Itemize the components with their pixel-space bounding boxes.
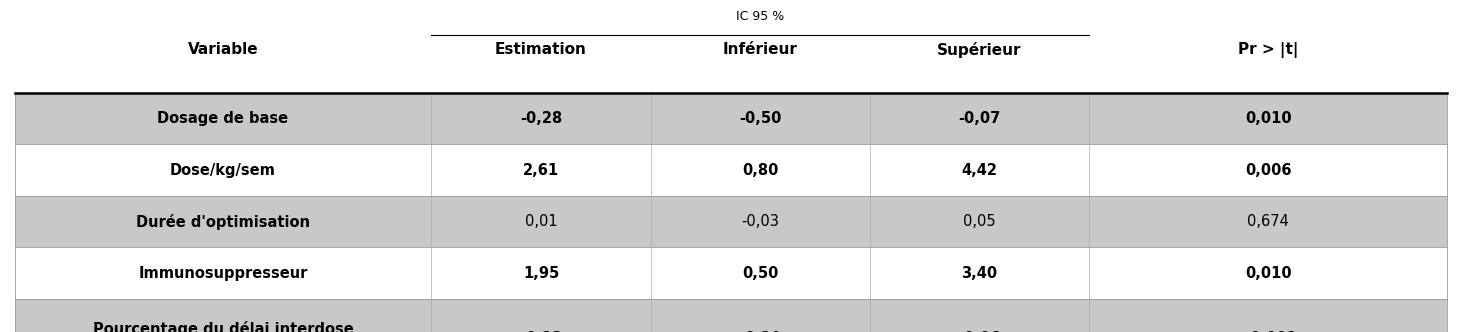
Text: 0,006: 0,006 [1246, 163, 1291, 178]
Text: Durée d'optimisation: Durée d'optimisation [136, 213, 310, 230]
Text: 0,50: 0,50 [743, 266, 778, 281]
Text: Dose/kg/sem: Dose/kg/sem [170, 163, 276, 178]
Text: 0,01: 0,01 [525, 214, 557, 229]
Text: Pourcentage du délai interdose
théorique: Pourcentage du délai interdose théorique [92, 321, 354, 332]
Text: Pr > |t|: Pr > |t| [1238, 42, 1298, 57]
Text: 1,95: 1,95 [523, 266, 558, 281]
Text: 0,010: 0,010 [1246, 111, 1291, 126]
Text: 0,010: 0,010 [1246, 266, 1291, 281]
Text: 0,05: 0,05 [963, 214, 996, 229]
Text: Inférieur: Inférieur [722, 42, 798, 56]
Bar [15, 247, 1447, 299]
Text: Immunosuppresseur: Immunosuppresseur [139, 266, 307, 281]
Text: 2,61: 2,61 [523, 163, 558, 178]
Text: -0,50: -0,50 [740, 111, 781, 126]
Text: Estimation: Estimation [496, 42, 586, 56]
Bar [15, 144, 1447, 196]
Text: -0,28: -0,28 [520, 111, 561, 126]
Text: -0,07: -0,07 [959, 111, 1000, 126]
Bar [15, 299, 1447, 332]
Bar [15, 196, 1447, 247]
Text: Supérieur: Supérieur [937, 42, 1022, 57]
Bar [15, 93, 1447, 144]
Text: 4,42: 4,42 [962, 163, 997, 178]
Text: Variable: Variable [187, 42, 259, 56]
Text: -0,13: -0,13 [520, 331, 561, 332]
Text: 0,80: 0,80 [743, 163, 778, 178]
Text: -0,03: -0,03 [741, 214, 779, 229]
Text: -0,20: -0,20 [740, 331, 781, 332]
Text: IC 95 %: IC 95 % [735, 10, 785, 23]
Text: 3,40: 3,40 [962, 266, 997, 281]
Text: -0,06: -0,06 [959, 331, 1000, 332]
Text: Dosage de base: Dosage de base [158, 111, 288, 126]
Text: <0,001: <0,001 [1238, 331, 1298, 332]
Text: 0,674: 0,674 [1247, 214, 1289, 229]
